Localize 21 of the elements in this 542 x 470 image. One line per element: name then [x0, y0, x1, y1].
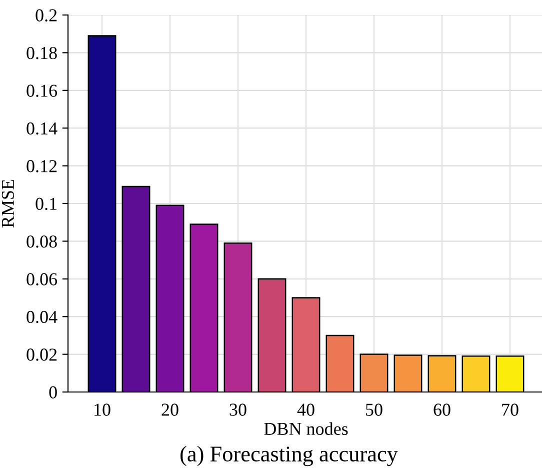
x-tick-label: 40: [297, 404, 314, 416]
y-tick-label: 0.12: [26, 160, 57, 172]
x-tick-label: 10: [94, 404, 110, 416]
y-tick-label: 0.02: [26, 348, 57, 361]
x-tick-label: 70: [502, 404, 518, 416]
x-tick-label: 60: [434, 404, 450, 416]
y-tick-label: 0.08: [26, 235, 57, 248]
y-tick-label: 0.14: [26, 122, 58, 135]
y-tick-label: 0: [49, 386, 57, 398]
y-tick-label: 0.18: [26, 46, 57, 60]
y-axis-title: RMSE: [2, 180, 14, 228]
y-tick-label: 0.2: [36, 9, 57, 22]
x-axis-title: DBN nodes: [264, 422, 348, 435]
y-tick-label: 0.06: [26, 273, 58, 286]
x-tick-label: 30: [230, 404, 246, 416]
x-tick-label: 50: [366, 404, 382, 416]
y-tick-label: 0.04: [26, 310, 58, 324]
x-tick-label: 20: [162, 404, 178, 416]
y-tick-label: 0.16: [26, 84, 58, 97]
y-tick-label: 0.1: [36, 198, 56, 210]
text: (a) Forecasting accuracy: [180, 446, 398, 466]
